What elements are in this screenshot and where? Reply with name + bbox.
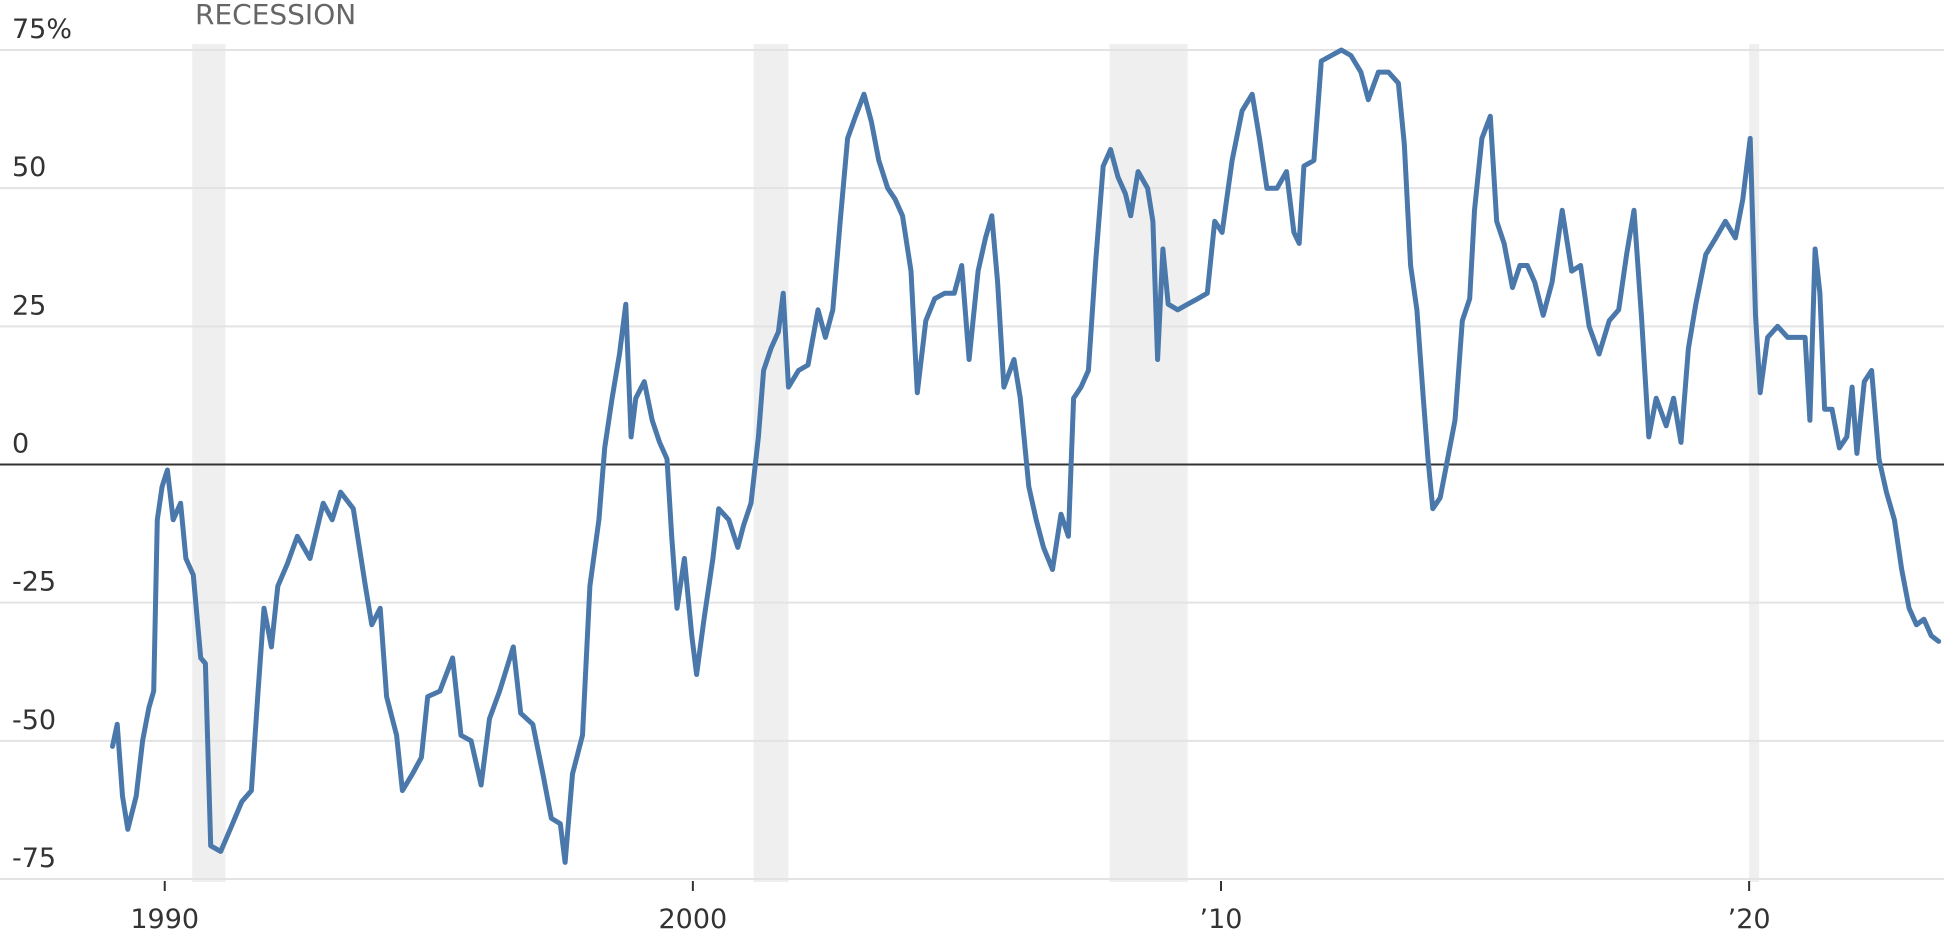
y-tick-label: -75	[12, 843, 56, 874]
y-tick-label: 0	[12, 429, 29, 460]
x-tick-label: ’20	[1728, 904, 1771, 935]
y-tick-label: 75%	[12, 14, 72, 45]
y-tick-label: 25	[12, 290, 46, 321]
x-tick-label: 1990	[130, 904, 199, 935]
recession-band	[1749, 44, 1760, 882]
x-tick-label: ’10	[1200, 904, 1243, 935]
recession-band	[1109, 44, 1188, 882]
y-tick-label: -50	[12, 705, 56, 736]
grid: 75% 50 25 0 -25 -50 -75 1990 2000 ’10 ’20	[0, 14, 1944, 935]
line-series	[110, 47, 1942, 865]
recession-label: RECESSION	[195, 0, 356, 31]
y-tick-label: 50	[12, 152, 46, 183]
x-tick-label: 2000	[659, 904, 728, 935]
recession-bands	[192, 44, 1760, 882]
recession-band	[753, 44, 789, 882]
y-tick-label: -25	[12, 567, 56, 598]
